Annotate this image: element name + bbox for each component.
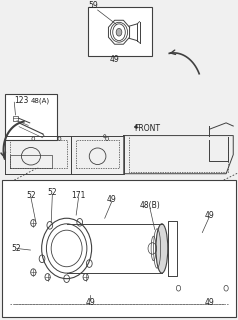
Circle shape [116,28,122,36]
Text: 171: 171 [71,191,86,201]
Text: 52: 52 [48,188,57,197]
Text: 49: 49 [205,298,214,307]
Text: FRONT: FRONT [134,124,161,133]
Ellipse shape [156,224,168,273]
Text: 49: 49 [205,211,214,220]
Bar [5,94,57,140]
Text: 49: 49 [109,55,119,64]
Bar [2,180,236,317]
Text: 52: 52 [12,244,21,253]
Text: 49: 49 [107,195,117,204]
Text: 59: 59 [88,1,98,10]
Text: 49: 49 [86,298,95,307]
Text: 48(B): 48(B) [139,201,160,210]
Bar [88,7,152,56]
Text: 48(A): 48(A) [31,97,50,104]
Text: 123: 123 [14,96,29,105]
Bar [13,116,18,121]
Text: 52: 52 [26,191,36,201]
Polygon shape [134,125,137,128]
